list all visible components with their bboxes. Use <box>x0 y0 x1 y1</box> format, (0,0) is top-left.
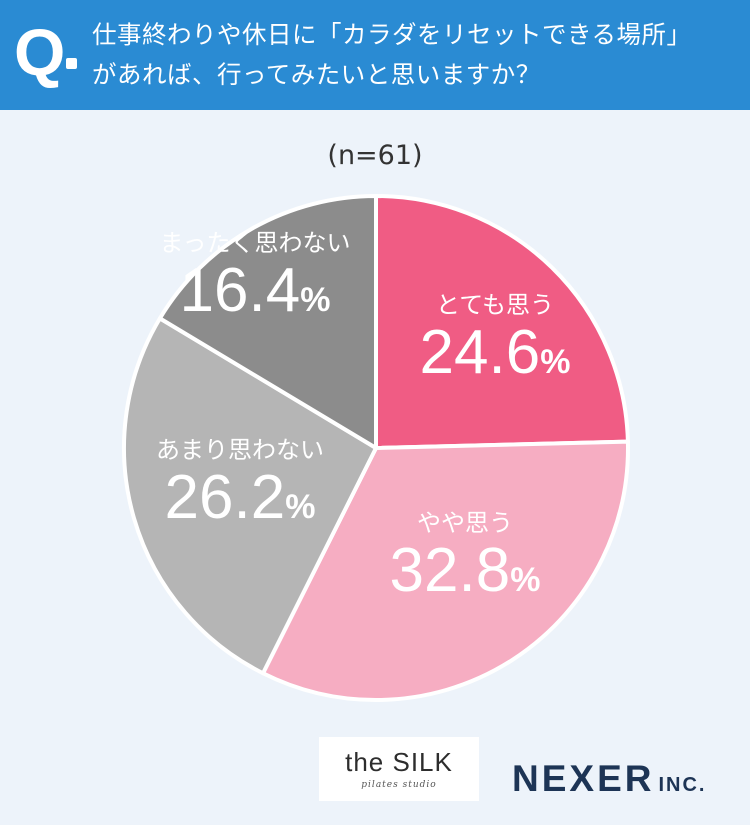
nexer-logo-text: NEXER <box>512 758 655 799</box>
slice-category-label: やや思う <box>417 509 513 537</box>
question-text-line1: 仕事終わりや休日に「カラダをリセットできる場所」 <box>92 20 692 49</box>
pie-slice-not-much <box>122 316 378 676</box>
slice-label-somewhat: やや思う 32.8% <box>370 508 560 619</box>
slice-label-not-at-all: まったく思わない 16.4% <box>140 228 370 339</box>
question-header: Q 仕事終わりや休日に「カラダをリセットできる場所」 があれば、行ってみたいと思… <box>0 0 750 110</box>
percent-symbol: % <box>300 281 331 319</box>
slice-category-label: あまり思わない <box>156 436 324 464</box>
slice-percent-value: 16.4 <box>179 256 301 325</box>
nexer-logo: NEXER INC. <box>512 758 706 800</box>
slice-label-very: とても思う 24.6% <box>400 290 590 401</box>
slice-percent-value: 26.2 <box>164 463 286 532</box>
percent-symbol: % <box>285 488 316 526</box>
percent-symbol: % <box>510 561 541 599</box>
the-silk-logo-text: the SILK <box>345 747 453 777</box>
question-text-line2: があれば、行ってみたいと思いますか？ <box>92 60 541 89</box>
slice-percent-value: 32.8 <box>389 536 511 605</box>
slice-category-label: とても思う <box>435 291 555 319</box>
nexer-logo-inc: INC. <box>658 774 707 796</box>
slice-category-label: まったく思わない <box>159 229 351 257</box>
sample-size: (n=61) <box>327 140 423 171</box>
the-silk-logo: the SILK pilates studio <box>319 737 479 801</box>
pie-slice-not-at-all <box>157 194 378 450</box>
the-silk-logo-subtext: pilates studio <box>361 780 437 790</box>
pie-slice-somewhat <box>261 439 630 702</box>
slice-percent-value: 24.6 <box>419 318 541 387</box>
question-mark-label: Q <box>14 15 66 89</box>
slice-label-not-much: あまり思わない 26.2% <box>135 435 345 546</box>
percent-symbol: % <box>540 343 571 381</box>
pie-slice-very <box>374 194 630 450</box>
question-mark-dot <box>66 58 77 69</box>
